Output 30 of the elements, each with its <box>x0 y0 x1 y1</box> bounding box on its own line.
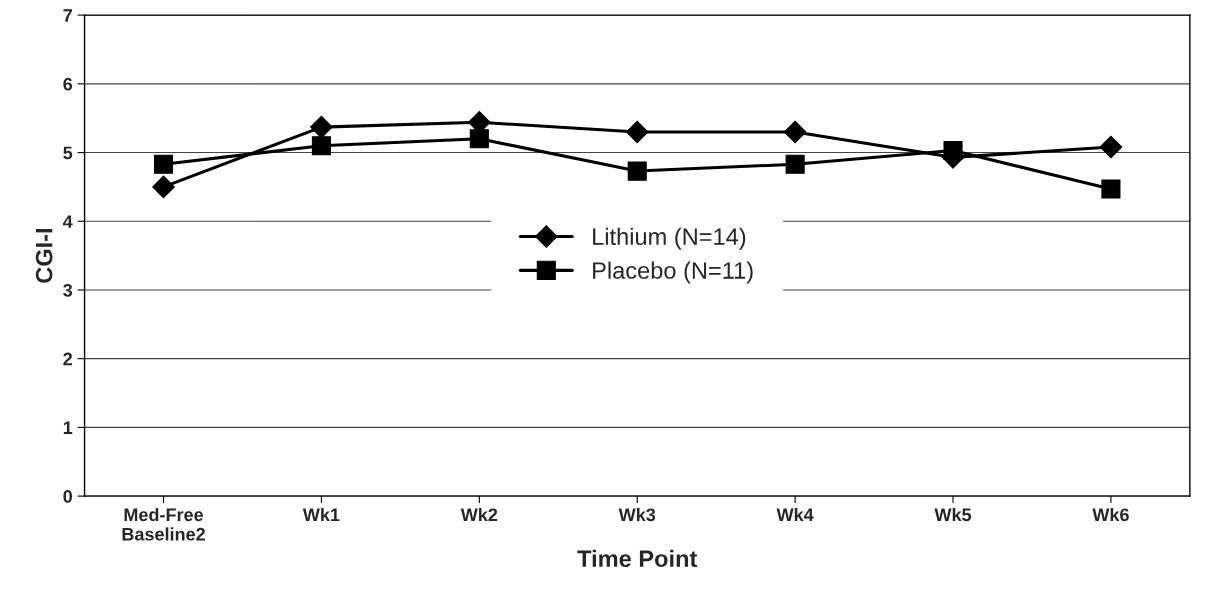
point <box>627 161 647 181</box>
y-tick-label: 5 <box>63 146 73 160</box>
x-tick-label: Wk5 <box>934 507 972 522</box>
point <box>310 115 333 139</box>
point <box>785 154 805 174</box>
y-tick-label: 7 <box>63 9 72 22</box>
x-tick-label: Wk2 <box>460 507 498 521</box>
y-axis-title: CGI-I <box>35 228 53 283</box>
point <box>625 120 649 144</box>
legend-label: Lithium (N=14) <box>593 227 746 250</box>
x-tick-label: Wk3 <box>618 507 656 522</box>
x-tick-label: Med-Free Baseline2 <box>122 507 205 541</box>
x-axis-title: Time Point <box>577 549 698 568</box>
point <box>783 120 807 144</box>
y-tick-label: 3 <box>63 283 73 297</box>
point <box>1099 135 1123 159</box>
legend-label: Placebo (N=11) <box>593 261 753 284</box>
y-tick-label: 2 <box>63 352 73 366</box>
x-tick-label: Wk4 <box>776 507 814 521</box>
point <box>153 154 174 174</box>
y-tick-label: 0 <box>63 490 73 503</box>
point <box>311 136 331 156</box>
point <box>469 129 489 149</box>
y-tick-label: 4 <box>62 215 73 228</box>
y-tick-label: 6 <box>63 77 73 91</box>
y-tick-label: 1 <box>63 421 73 434</box>
point <box>152 175 175 199</box>
x-tick-label: Wk6 <box>1092 507 1129 522</box>
point <box>1101 179 1121 199</box>
x-tick-label: Wk1 <box>302 507 340 521</box>
